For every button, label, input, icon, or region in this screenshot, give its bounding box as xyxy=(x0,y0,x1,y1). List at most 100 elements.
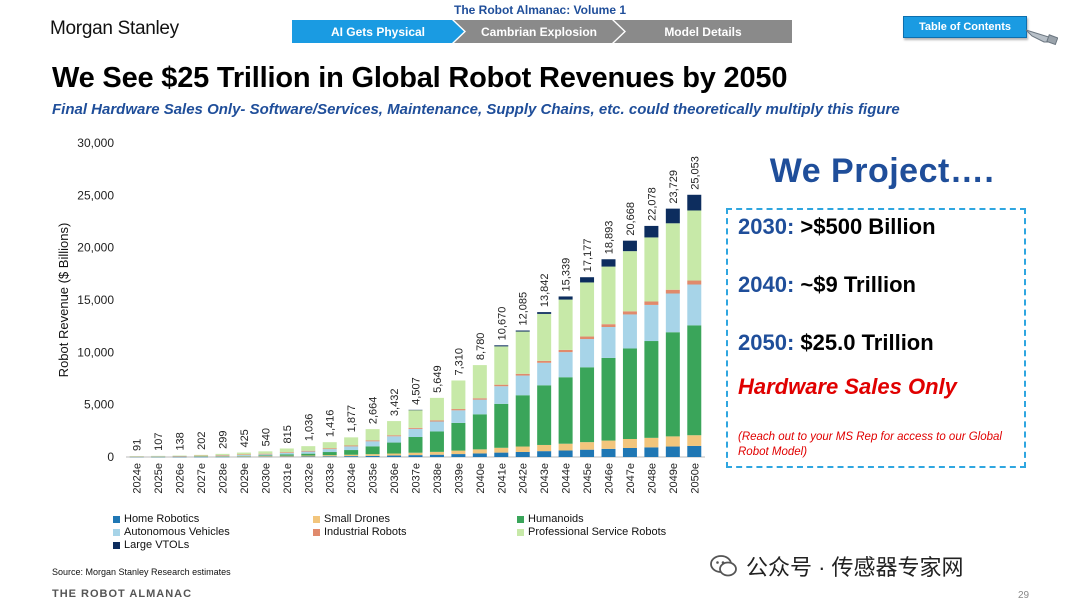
legend-label: Humanoids xyxy=(528,513,584,525)
y-tick-label: 0 xyxy=(107,450,114,464)
bar-segment-humanoids xyxy=(451,422,466,451)
bar-segment-small-drones xyxy=(344,454,359,457)
x-tick-label: 2026e xyxy=(175,463,187,494)
bar-segment-professional-service-robots xyxy=(429,397,444,421)
bar-segment-professional-service-robots xyxy=(344,437,359,446)
legend-label: Large VTOLs xyxy=(124,539,190,551)
bar-segment-professional-service-robots xyxy=(601,266,616,325)
bar-segment-small-drones xyxy=(387,453,402,456)
legend-swatch xyxy=(313,528,320,536)
bar-segment-autonomous-vehicles xyxy=(665,293,680,333)
x-tick-label: 2041e xyxy=(496,463,508,494)
bar-segment-autonomous-vehicles xyxy=(279,452,294,455)
bar-total-label: 202 xyxy=(196,432,208,450)
bar-segment-home-robotics xyxy=(387,455,402,457)
bar-segment-large-vtols xyxy=(537,312,552,314)
bar-segment-humanoids xyxy=(494,403,509,448)
bar-segment-professional-service-robots xyxy=(494,346,509,385)
wechat-watermark: 公众号 · 传感器专家网 xyxy=(710,550,964,582)
bar-segment-autonomous-vehicles xyxy=(494,386,509,404)
bar-total-label: 425 xyxy=(239,429,251,447)
legend-swatch xyxy=(113,515,120,523)
bar-segment-professional-service-robots xyxy=(644,237,659,302)
bar-segment-large-vtols xyxy=(687,194,702,211)
bar-segment-small-drones xyxy=(665,436,680,447)
x-tick-label: 2032e xyxy=(303,463,315,494)
bar-segment-professional-service-robots xyxy=(408,410,423,428)
bar-segment-home-robotics xyxy=(451,454,466,457)
bar-segment-autonomous-vehicles xyxy=(408,428,423,438)
bar-segment-humanoids xyxy=(601,357,616,441)
bar-segment-industrial-robots xyxy=(365,440,380,442)
bar-segment-professional-service-robots xyxy=(322,442,337,449)
nav-step-cambrian-explosion[interactable]: Cambrian Explosion xyxy=(454,20,624,43)
nav-step-ai-gets-physical[interactable]: AI Gets Physical xyxy=(292,20,464,43)
bar-segment-large-vtols xyxy=(558,296,573,300)
projection-2040: 2040: ~$9 Trillion xyxy=(738,272,916,298)
bar-segment-small-drones xyxy=(687,435,702,446)
wechat-icon xyxy=(710,555,737,577)
hardware-sales-only-note: Hardware Sales Only xyxy=(738,374,957,399)
bar-total-label: 20,668 xyxy=(625,202,637,236)
bar-total-label: 15,339 xyxy=(561,258,573,292)
nav-step-model-details[interactable]: Model Details xyxy=(614,20,792,43)
x-tick-label: 2028e xyxy=(218,463,230,494)
bar-segment-autonomous-vehicles xyxy=(344,446,359,451)
bar-segment-professional-service-robots xyxy=(387,421,402,436)
chart-source: Source: Morgan Stanley Research estimate… xyxy=(52,567,231,577)
bar-total-label: 138 xyxy=(175,432,187,450)
bar-segment-autonomous-vehicles xyxy=(236,454,251,456)
bar-segment-industrial-robots xyxy=(236,454,251,455)
bar-segment-industrial-robots xyxy=(387,435,402,437)
bar-total-label: 17,177 xyxy=(582,239,594,273)
projection-value: >$500 Billion xyxy=(800,214,936,239)
projection-year: 2040: xyxy=(738,272,795,297)
y-tick-label: 25,000 xyxy=(77,188,114,202)
bar-segment-industrial-robots xyxy=(279,452,294,453)
x-tick-label: 2025e xyxy=(153,463,165,494)
bar-segment-industrial-robots xyxy=(472,398,487,400)
table-of-contents-button[interactable]: Table of Contents xyxy=(903,16,1027,38)
legend-label: Small Drones xyxy=(324,513,391,525)
x-tick-label: 2030e xyxy=(260,463,272,494)
bar-segment-professional-service-robots xyxy=(558,299,573,350)
bar-segment-professional-service-robots xyxy=(451,380,466,410)
bar-segment-humanoids xyxy=(365,446,380,455)
bar-segment-small-drones xyxy=(301,455,316,457)
bar-segment-industrial-robots xyxy=(215,455,230,456)
bar-segment-humanoids xyxy=(515,395,530,447)
bar-segment-autonomous-vehicles xyxy=(644,304,659,342)
bar-total-label: 23,729 xyxy=(668,170,680,204)
legend-item: Professional Service Robots xyxy=(517,526,666,538)
bar-segment-autonomous-vehicles xyxy=(215,455,230,457)
x-tick-label: 2048e xyxy=(646,463,658,494)
legend-swatch xyxy=(113,528,120,536)
bar-segment-autonomous-vehicles xyxy=(322,449,337,453)
bar-segment-professional-service-robots xyxy=(236,452,251,455)
bar-segment-humanoids xyxy=(558,377,573,444)
legend-swatch xyxy=(517,515,524,523)
legend-item: Home Robotics xyxy=(113,513,199,525)
legend-item: Large VTOLs xyxy=(113,539,189,551)
bar-segment-home-robotics xyxy=(622,447,637,457)
legend-swatch xyxy=(313,515,320,523)
projection-2030: 2030: >$500 Billion xyxy=(738,214,936,240)
x-tick-label: 2050e xyxy=(689,463,701,494)
bar-segment-humanoids xyxy=(387,442,402,454)
bar-total-label: 1,036 xyxy=(303,414,315,442)
legend-label: Home Robotics xyxy=(124,513,200,525)
bar-segment-autonomous-vehicles xyxy=(451,410,466,423)
bar-segment-large-vtols xyxy=(494,345,509,347)
x-tick-label: 2043e xyxy=(539,463,551,494)
bar-segment-home-robotics xyxy=(515,451,530,457)
watermark-text: 公众号 · 传感器专家网 xyxy=(746,555,964,580)
bar-segment-professional-service-robots xyxy=(687,210,702,281)
bar-segment-small-drones xyxy=(644,437,659,448)
bar-segment-small-drones xyxy=(365,454,380,456)
x-tick-label: 2037e xyxy=(411,463,423,494)
pointer-icon xyxy=(1025,29,1058,46)
bar-total-label: 18,893 xyxy=(604,221,616,255)
x-tick-label: 2029e xyxy=(239,463,251,494)
bar-segment-humanoids xyxy=(644,341,659,438)
bar-segment-small-drones xyxy=(258,456,273,457)
